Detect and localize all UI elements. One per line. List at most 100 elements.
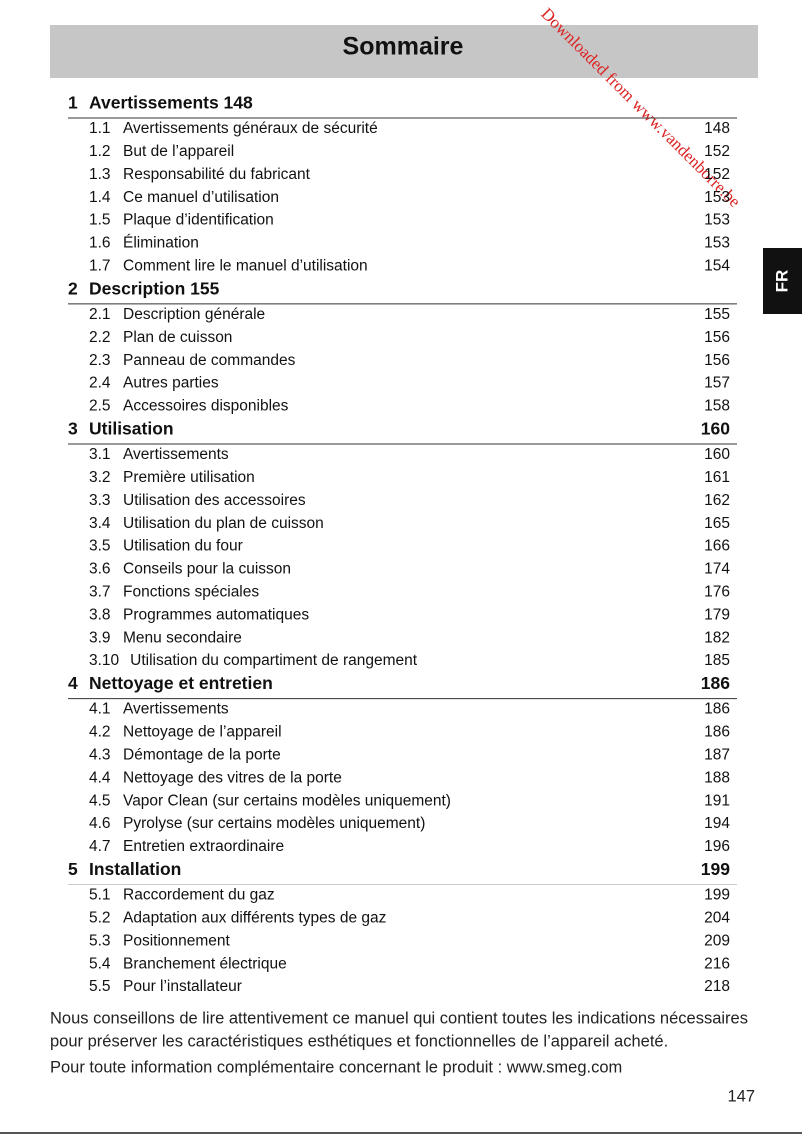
- item-page: 166: [704, 538, 730, 555]
- item-title: Accessoires disponibles: [123, 398, 289, 415]
- item-page: 162: [704, 492, 730, 509]
- item-page: 182: [704, 629, 730, 646]
- item-number: 1.3: [89, 166, 111, 183]
- item-number: 2.3: [89, 352, 111, 369]
- section-number: 4: [68, 673, 78, 693]
- item-page: 199: [704, 887, 730, 904]
- item-number: 3.5: [89, 538, 111, 555]
- section-number: 1: [68, 93, 78, 113]
- header-band: [50, 25, 758, 78]
- item-title: Branchement électrique: [123, 955, 287, 972]
- item-page: 154: [704, 257, 730, 274]
- item-number: 5.5: [89, 978, 111, 995]
- item-title: Responsabilité du fabricant: [123, 166, 311, 183]
- item-number: 3.1: [89, 446, 111, 463]
- item-number: 3.8: [89, 606, 111, 623]
- item-title: Comment lire le manuel d’utilisation: [123, 257, 368, 274]
- item-title: Démontage de la porte: [123, 746, 281, 763]
- item-page: 179: [704, 606, 730, 623]
- item-number: 3.6: [89, 561, 111, 578]
- item-title: Entretien extraordinaire: [123, 838, 284, 855]
- item-page: 186: [704, 724, 730, 741]
- item-title: Plan de cuisson: [123, 329, 232, 346]
- item-title: Fonctions spéciales: [123, 583, 259, 600]
- item-number: 4.3: [89, 746, 111, 763]
- footer-line: Pour toute information complémentaire co…: [50, 1058, 622, 1076]
- item-title: Première utilisation: [123, 469, 255, 486]
- item-number: 2.4: [89, 375, 111, 392]
- item-number: 3.2: [89, 469, 111, 486]
- item-title: Adaptation aux différents types de gaz: [123, 909, 386, 926]
- item-title: Utilisation du plan de cuisson: [123, 515, 324, 532]
- item-page: 153: [704, 235, 730, 252]
- item-number: 5.2: [89, 909, 111, 926]
- item-title: Positionnement: [123, 932, 231, 949]
- item-title: Utilisation du four: [123, 538, 243, 555]
- item-title: Vapor Clean (sur certains modèles unique…: [123, 792, 451, 809]
- item-number: 2.1: [89, 306, 111, 323]
- item-number: 4.4: [89, 769, 111, 786]
- item-page: 186: [704, 701, 730, 718]
- item-number: 5.1: [89, 887, 111, 904]
- item-title: Plaque d’identification: [123, 212, 274, 229]
- item-page: 216: [704, 955, 730, 972]
- item-number: 4.2: [89, 724, 111, 741]
- section-page: 199: [701, 859, 730, 879]
- page-number: 147: [727, 1087, 755, 1105]
- item-title: Conseils pour la cuisson: [123, 561, 291, 578]
- item-page: 155: [704, 306, 730, 323]
- item-title: Pour l’installateur: [123, 978, 242, 995]
- item-number: 5.4: [89, 955, 111, 972]
- section-number: 2: [68, 279, 78, 299]
- item-title: Utilisation des accessoires: [123, 492, 306, 509]
- item-title: Raccordement du gaz: [123, 887, 275, 904]
- item-title: Description générale: [123, 306, 265, 323]
- item-page: 187: [704, 746, 730, 763]
- item-number: 4.7: [89, 838, 111, 855]
- item-number: 2.2: [89, 329, 111, 346]
- item-number: 3.10: [89, 652, 120, 669]
- item-page: 152: [704, 143, 730, 160]
- item-page: 156: [704, 352, 730, 369]
- item-title: Ce manuel d’utilisation: [123, 189, 279, 206]
- item-number: 5.3: [89, 932, 111, 949]
- item-page: 209: [704, 932, 730, 949]
- item-title: Pyrolyse (sur certains modèles uniquemen…: [123, 815, 425, 832]
- item-number: 4.6: [89, 815, 111, 832]
- item-title: Programmes automatiques: [123, 606, 309, 623]
- item-page: 153: [704, 189, 730, 206]
- item-page: 152: [704, 166, 730, 183]
- section-title: Description 155: [89, 279, 220, 299]
- footer-line: Nous conseillons de lire attentivement c…: [50, 1009, 748, 1027]
- item-page: 161: [704, 469, 730, 486]
- item-number: 3.7: [89, 583, 111, 600]
- language-tab: [763, 248, 802, 314]
- item-page: 185: [704, 652, 730, 669]
- item-title: Nettoyage des vitres de la porte: [123, 769, 342, 786]
- item-page: 218: [704, 978, 730, 995]
- item-page: 196: [704, 838, 730, 855]
- item-number: 2.5: [89, 398, 111, 415]
- item-title: Élimination: [123, 235, 199, 252]
- item-page: 194: [704, 815, 730, 832]
- section-page: 186: [701, 673, 730, 693]
- item-number: 3.3: [89, 492, 111, 509]
- item-number: 3.4: [89, 515, 111, 532]
- section-page: 160: [701, 419, 730, 439]
- item-title: Avertissements: [123, 446, 229, 463]
- footer-line: pour préserver les caractéristiques esth…: [50, 1032, 668, 1050]
- item-page: 158: [704, 398, 730, 415]
- section-number: 3: [68, 419, 78, 439]
- item-page: 165: [704, 515, 730, 532]
- item-number: 1.1: [89, 120, 111, 137]
- item-page: 157: [704, 375, 730, 392]
- item-number: 4.5: [89, 792, 111, 809]
- item-title: Autres parties: [123, 375, 219, 392]
- page-title: Sommaire: [343, 33, 464, 61]
- item-title: Avertissements: [123, 701, 229, 718]
- item-page: 191: [704, 792, 730, 809]
- item-number: 1.5: [89, 212, 111, 229]
- language-tab-label: FR: [772, 270, 791, 293]
- section-title: Avertissements 148: [89, 93, 253, 113]
